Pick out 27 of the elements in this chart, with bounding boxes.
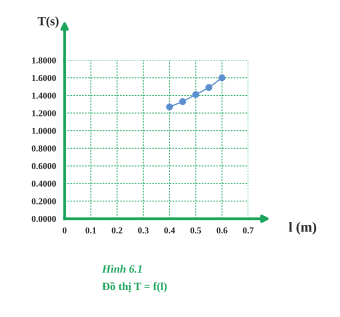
point <box>218 74 226 82</box>
point <box>166 103 173 110</box>
y-tick-label: 0.0000 <box>32 216 56 222</box>
x-tick-label: 0 <box>62 227 67 234</box>
text: Đồ thị T = f(l) <box>102 282 167 292</box>
x-tick-label: 0.7 <box>242 227 254 234</box>
y-tick-label: 0.6000 <box>32 163 56 170</box>
x-tick-label: 0.6 <box>216 227 228 234</box>
text: Hình 6.1 <box>102 264 142 273</box>
y-tick-label: 0.8000 <box>32 145 56 152</box>
y-tick-label: 1.0000 <box>32 128 56 134</box>
y-tick-label: 1.6000 <box>32 74 56 82</box>
x-tick-label: 0.2 <box>112 227 122 234</box>
y-tick-label: 0.2000 <box>32 198 56 204</box>
y-axis-title: T(s) <box>38 16 59 28</box>
point <box>179 98 186 106</box>
x-tick-label: 0.1 <box>86 227 96 234</box>
x-tick-label: 0.3 <box>138 227 149 234</box>
y-tick-label: 1.4000 <box>32 92 56 99</box>
x-tick-label: 0.4 <box>164 227 175 234</box>
y-tick-label: 1.8000 <box>32 57 56 64</box>
x-tick-label: 0.5 <box>190 227 202 234</box>
x-axis-title: l (m) <box>288 222 316 235</box>
y-tick-label: 1.2000 <box>32 110 56 116</box>
point <box>192 91 200 98</box>
point <box>205 84 212 91</box>
y-tick-label: 0.4000 <box>32 180 56 187</box>
